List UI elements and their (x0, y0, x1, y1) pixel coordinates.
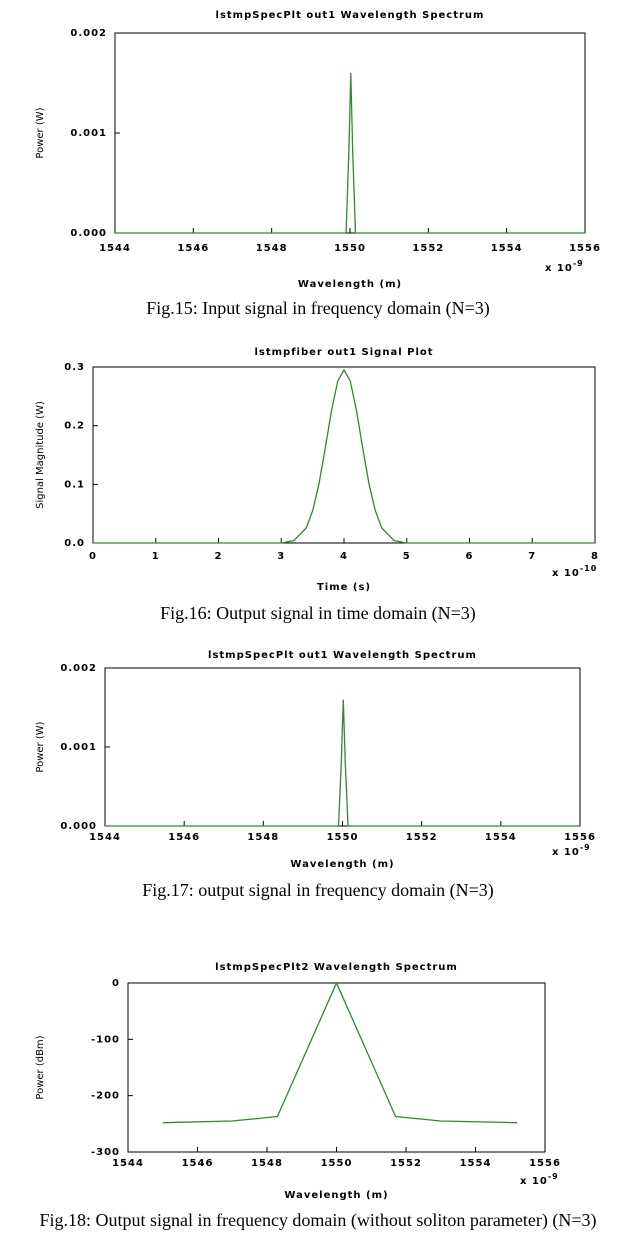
x-scale-exponent: -9 (580, 843, 591, 852)
figure-caption: Fig.16: Output signal in time domain (N=… (160, 603, 476, 624)
y-tick-label: 0.1 (64, 479, 85, 490)
y-tick-label: -100 (91, 1034, 120, 1045)
figure-caption: Fig.17: output signal in frequency domai… (142, 880, 494, 901)
x-tick-label: 0 (89, 551, 97, 562)
plot-frame (92, 366, 596, 544)
chart-title: lstmpfiber out1 Signal Plot (254, 347, 433, 358)
y-tick-label: 0.0 (64, 538, 85, 549)
data-line (115, 72, 585, 234)
plot-frame (127, 982, 546, 1153)
x-tick-label: 1552 (412, 243, 444, 254)
x-scale-base: x 10 (552, 568, 580, 579)
x-tick-label: 1554 (491, 243, 523, 254)
y-tick-label: 0 (112, 978, 120, 989)
y-tick-label: 0.3 (64, 362, 85, 373)
x-tick-label: 6 (466, 551, 474, 562)
x-tick-label: 8 (591, 551, 599, 562)
x-tick-label: 1554 (485, 832, 517, 843)
x-tick-label: 1546 (182, 1158, 214, 1169)
x-tick-label: 1546 (168, 832, 200, 843)
x-scale-base: x 10 (520, 1176, 548, 1187)
data-line (105, 699, 580, 827)
y-axis-label: Power (dBm) (35, 1035, 46, 1099)
x-scale-label: x 10-9 (552, 843, 591, 859)
y-tick-label: 0.002 (60, 663, 97, 674)
x-axis-label: Wavelength (m) (290, 859, 394, 870)
x-tick-label: 1552 (406, 832, 438, 843)
y-tick-label: -200 (91, 1091, 120, 1102)
x-tick-label: 7 (528, 551, 536, 562)
x-scale-exponent: -10 (580, 564, 597, 573)
x-tick-label: 1556 (564, 832, 596, 843)
x-tick-label: 1556 (529, 1158, 561, 1169)
x-tick-label: 1546 (177, 243, 209, 254)
x-tick-label: 1550 (327, 832, 359, 843)
x-tick-label: 1548 (251, 1158, 283, 1169)
chart-title: lstmpSpecPlt out1 Wavelength Spectrum (216, 10, 485, 21)
y-tick-label: 0.000 (60, 821, 97, 832)
y-tick-label: 0.2 (64, 421, 85, 432)
x-scale-base: x 10 (545, 263, 573, 274)
y-axis-label: Power (W) (35, 107, 46, 158)
chart-title: lstmpSpecPlt2 Wavelength Spectrum (215, 962, 458, 973)
x-tick-label: 1552 (390, 1158, 422, 1169)
data-line (93, 368, 595, 544)
x-tick-label: 1544 (89, 832, 121, 843)
x-tick-label: 1550 (334, 243, 366, 254)
y-axis-label: Signal Magnitude (W) (35, 401, 46, 509)
x-scale-exponent: -9 (573, 259, 584, 268)
x-tick-label: 1550 (321, 1158, 353, 1169)
figure-caption: Fig.18: Output signal in frequency domai… (39, 1210, 596, 1231)
x-tick-label: 3 (277, 551, 285, 562)
y-tick-label: 0.001 (70, 128, 107, 139)
x-axis-label: Time (s) (317, 582, 371, 593)
plot-frame (104, 667, 581, 827)
x-scale-label: x 10-9 (545, 259, 584, 275)
x-tick-label: 2 (215, 551, 223, 562)
x-scale-base: x 10 (552, 847, 580, 858)
y-tick-label: 0.001 (60, 742, 97, 753)
x-scale-exponent: -9 (548, 1172, 559, 1181)
x-tick-label: 1556 (569, 243, 601, 254)
x-tick-label: 5 (403, 551, 411, 562)
x-tick-label: 1544 (99, 243, 131, 254)
x-tick-label: 4 (340, 551, 348, 562)
y-tick-label: 0.000 (70, 228, 107, 239)
y-tick-label: 0.002 (70, 28, 107, 39)
plot-frame (114, 32, 586, 234)
data-line (162, 981, 518, 1124)
y-axis-label: Power (W) (35, 721, 46, 772)
x-axis-label: Wavelength (m) (284, 1190, 388, 1201)
x-tick-label: 1548 (247, 832, 279, 843)
x-scale-label: x 10-9 (520, 1172, 559, 1188)
chart-title: lstmpSpecPlt out1 Wavelength Spectrum (208, 650, 477, 661)
x-tick-label: 1554 (460, 1158, 492, 1169)
x-tick-label: 1 (152, 551, 160, 562)
x-axis-label: Wavelength (m) (298, 279, 402, 290)
figure-caption: Fig.15: Input signal in frequency domain… (146, 298, 490, 319)
x-tick-label: 1544 (112, 1158, 144, 1169)
x-tick-label: 1548 (256, 243, 288, 254)
y-tick-label: -300 (91, 1147, 120, 1158)
x-scale-label: x 10-10 (552, 564, 597, 580)
